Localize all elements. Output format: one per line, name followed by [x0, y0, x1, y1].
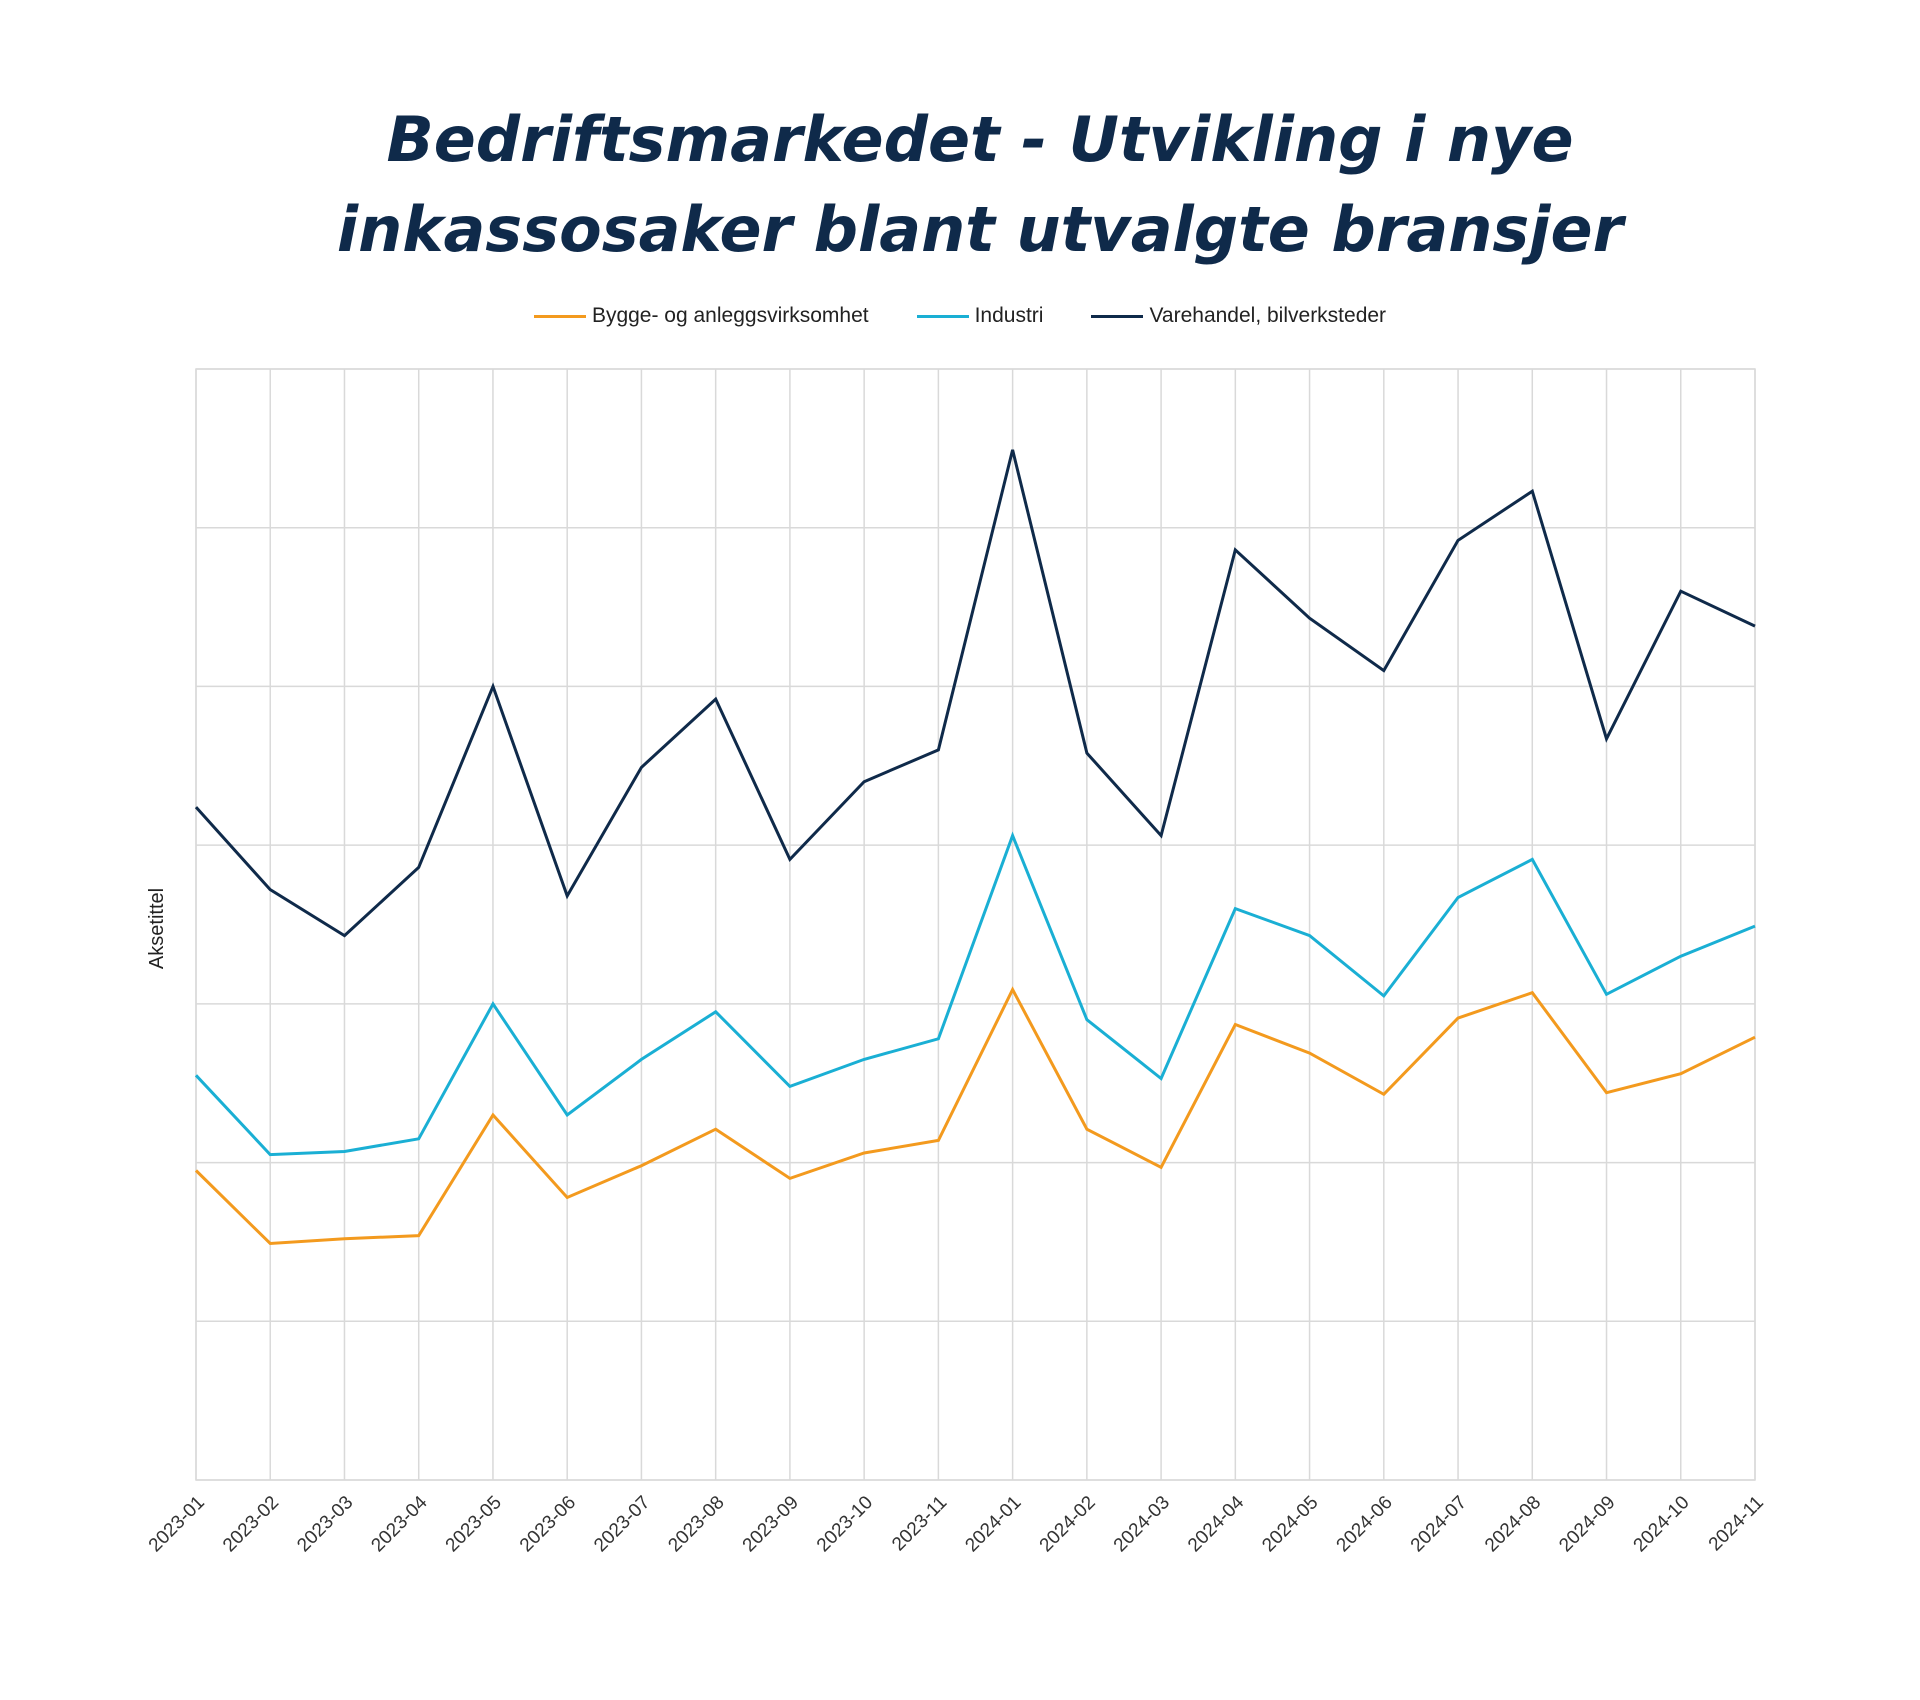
y-axis-title: Aksetittel	[146, 888, 168, 969]
legend-item-bygge: Bygge- og anleggsvirksomhet	[533, 304, 869, 328]
x-tick-label: 2024-02	[1036, 1492, 1100, 1556]
x-tick-label: 2023-10	[813, 1492, 877, 1556]
x-tick-label: 2024-09	[1555, 1492, 1619, 1556]
legend-label-bygge: Bygge- og anleggsvirksomhet	[591, 304, 869, 327]
x-tick-label: 2023-11	[888, 1492, 951, 1555]
series-line-3	[194, 449, 1756, 938]
x-tick-label: 2023-06	[516, 1492, 580, 1556]
x-tick-label: 2024-07	[1407, 1492, 1471, 1556]
x-tick-label: 2024-06	[1333, 1492, 1397, 1556]
legend-label-varehandel: Varehandel, bilverksteder	[1149, 304, 1387, 327]
x-tick-label: 2024-04	[1184, 1492, 1248, 1556]
chart-title: Bedriftsmarkedet - Utvikling i nye inkas…	[0, 95, 1920, 275]
x-tick-label: 2023-07	[590, 1492, 654, 1556]
x-tick-label: 2023-03	[293, 1492, 357, 1556]
x-tick-label: 2023-04	[367, 1492, 431, 1556]
x-tick-label: 2023-05	[442, 1492, 506, 1556]
x-tick-label: 2024-08	[1481, 1492, 1545, 1556]
x-tick-label: 2023-09	[739, 1492, 803, 1556]
x-tick-label: 2024-11	[1705, 1492, 1768, 1555]
x-tick-label: 2024-03	[1110, 1492, 1174, 1556]
x-tick-label: 2023-08	[664, 1492, 728, 1556]
series-line-1	[194, 986, 1756, 1246]
chart-title-line-1: Bedriftsmarkedet - Utvikling i nye	[386, 103, 1574, 176]
x-tick-label: 2023-02	[219, 1492, 283, 1556]
series-line-2	[194, 831, 1756, 1157]
legend-swatch-industri	[916, 314, 969, 318]
legend-item-industri: Industri	[916, 304, 1044, 328]
chart-legend: Bygge- og anleggsvirksomhet Industri Var…	[0, 304, 1920, 328]
legend-item-varehandel: Varehandel, bilverksteder	[1091, 304, 1386, 328]
legend-swatch-bygge	[533, 314, 586, 318]
legend-swatch-varehandel	[1091, 314, 1144, 318]
x-tick-label: 2024-10	[1630, 1492, 1694, 1556]
x-tick-label: 2024-01	[961, 1492, 1025, 1556]
x-tick-label: 2024-05	[1258, 1492, 1322, 1556]
x-tick-label: 2023-01	[145, 1492, 209, 1556]
chart-title-line-2: inkassosaker blant utvalgte bransjer	[336, 193, 1624, 266]
legend-label-industri: Industri	[974, 304, 1044, 327]
plot-border	[195, 368, 1756, 1481]
